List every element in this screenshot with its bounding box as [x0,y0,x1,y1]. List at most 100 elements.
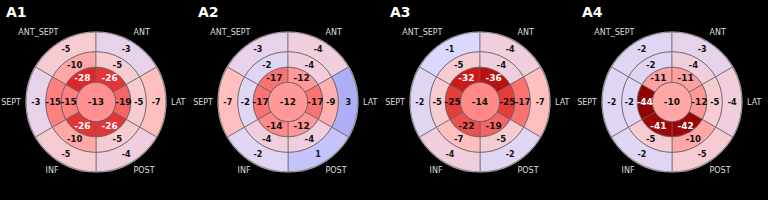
background [0,0,768,200]
title: A4 [582,4,603,20]
direction-label: POST [518,166,539,175]
data-label: -5 [113,134,123,144]
segment [61,85,79,120]
data-label: -32 [458,73,474,83]
data-label: -10 [686,134,701,144]
data-label: -17 [253,97,269,107]
data-label: -2 [253,150,262,159]
direction-label: ANT_SEPT [402,28,442,37]
data-label: -5 [433,97,443,107]
data-label: -25 [445,97,461,107]
data-label: -14 [472,97,488,107]
apex [76,82,115,121]
direction-label: ANT [710,28,726,37]
panel: -17-12-17-12-14-17-2-4-9-4-4-2-3-431-2-7… [193,4,377,175]
frame [602,32,742,172]
data-label: -28 [74,73,90,83]
panel: -32-36-25-19-22-25-5-4-17-5-7-5-1-4-7-2-… [385,4,569,175]
direction-label: INF [622,166,635,175]
data-label: -5 [113,60,123,70]
direction-label: INF [46,166,59,175]
data-label: -10 [664,97,680,107]
data-label: -11 [678,73,694,83]
data-label: -2 [241,97,251,107]
panel: -28-26-19-26-26-15-10-5-5-5-10-15-5-3-7-… [1,4,185,175]
panel: -11-11-12-42-41-44-2-4-5-10-5-2-2-3-4-5-… [577,4,761,175]
direction-label: SEPT [385,98,405,107]
chart-container: -28-26-19-26-26-15-10-5-5-5-10-15-5-3-7-… [0,0,768,200]
title: A3 [390,4,411,20]
apex [460,82,499,121]
direction-label: SEPT [1,98,21,107]
data-label: -2 [262,60,272,70]
data-label: -4 [689,60,699,70]
direction-label: ANT_SEPT [18,28,58,37]
chart: -28-26-19-26-26-15-10-5-5-5-10-15-5-3-7-… [0,0,768,200]
data-label: -17 [307,97,323,107]
data-label: -4 [262,134,272,144]
data-label: 3 [345,98,351,107]
data-label: -4 [122,150,131,159]
direction-label: ANT_SEPT [210,28,250,37]
direction-label: ANT [326,28,342,37]
data-label: -5 [454,60,464,70]
data-label: -5 [646,134,656,144]
data-label: -19 [115,97,131,107]
direction-label: LAT [747,98,761,107]
direction-label: ANT [518,28,534,37]
data-label: -3 [122,45,131,54]
data-label: -12 [280,97,296,107]
data-label: -3 [253,45,262,54]
page: {"chart_data": [ {"type": "bullseye", "t… [0,0,768,200]
data-label: -4 [506,45,515,54]
direction-label: LAT [171,98,185,107]
data-label: -5 [134,97,144,107]
data-label: -4 [305,134,315,144]
data-label: -12 [691,97,707,107]
apex [268,82,307,121]
direction-label: SEPT [193,98,213,107]
data-label: -12 [294,73,310,83]
data-label: -13 [88,97,104,107]
data-label: -44 [637,97,653,107]
data-label: -7 [536,98,545,107]
data-label: -26 [74,121,90,131]
data-label: -17 [266,73,282,83]
data-label: 1 [315,150,321,159]
data-label: -3 [31,98,40,107]
data-label: -5 [710,97,720,107]
data-label: -10 [67,134,82,144]
data-label: -4 [445,150,454,159]
data-label: -4 [728,98,737,107]
data-label: -19 [486,121,502,131]
data-label: -25 [499,97,515,107]
direction-label: INF [430,166,443,175]
segment [445,85,463,120]
data-label: -7 [152,98,161,107]
data-label: -1 [445,45,454,54]
data-label: -3 [698,45,707,54]
data-label: -7 [223,98,232,107]
direction-label: POST [134,166,155,175]
direction-label: ANT_SEPT [594,28,634,37]
title: A1 [6,4,27,20]
data-label: -5 [698,150,707,159]
data-label: -41 [650,121,666,131]
data-label: -2 [607,98,616,107]
frame [218,32,358,172]
data-label: -42 [678,121,694,131]
data-label: -17 [515,97,530,107]
data-label: -4 [305,60,315,70]
data-label: -2 [625,97,635,107]
frame [26,32,166,172]
data-label: -5 [61,45,70,54]
frame [410,32,550,172]
data-label: -2 [637,150,646,159]
direction-label: SEPT [577,98,597,107]
data-label: -4 [497,60,507,70]
data-label: -14 [266,121,282,131]
data-label: -36 [486,73,502,83]
data-label: -5 [497,134,507,144]
data-label: -15 [46,97,61,107]
data-label: -9 [326,97,336,107]
